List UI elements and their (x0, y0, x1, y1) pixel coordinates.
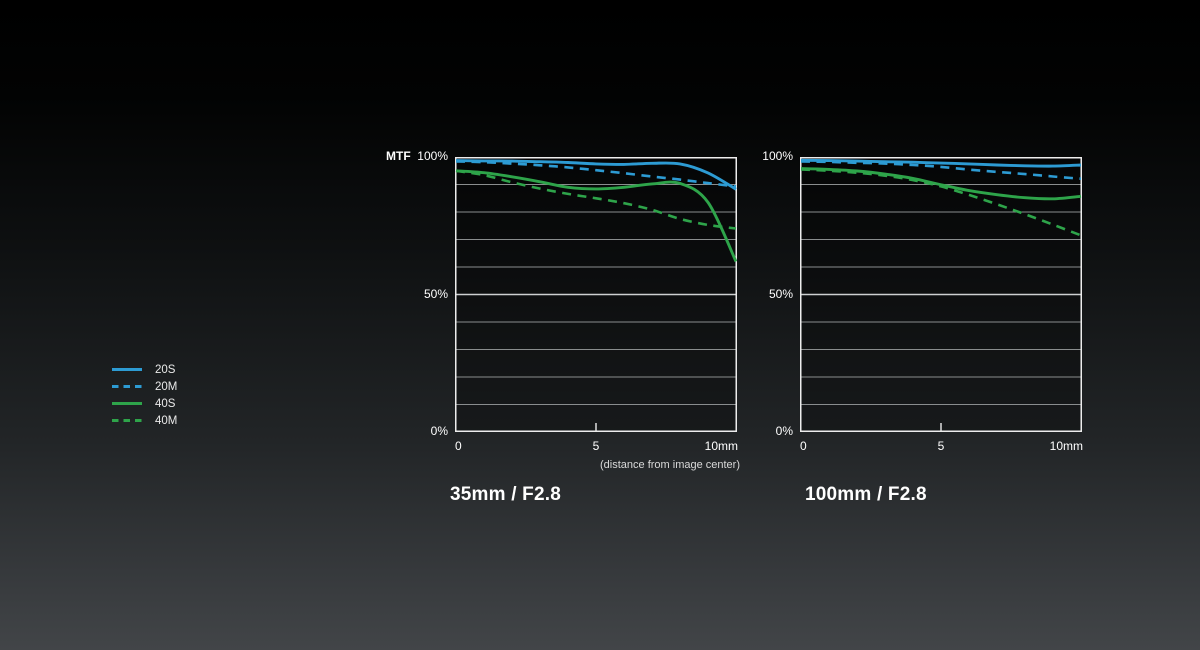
y-tick-100-chart2: 100% (762, 149, 793, 163)
x-axis-note: (distance from image center) (600, 459, 740, 471)
x-tick-0-chart2: 0 (800, 439, 807, 453)
legend-label-20m: 20M (155, 380, 178, 393)
mtf-axis-title: MTF (386, 149, 411, 163)
plot-area-100mm (800, 157, 1082, 432)
legend-line-swatch-40m (112, 419, 142, 422)
x-tick-10mm-chart1: 10mm (704, 439, 738, 453)
y-tick-50-chart2: 50% (768, 287, 793, 301)
x-tick-0-chart1: 0 (455, 439, 462, 453)
y-tick-0-chart1: 0% (430, 424, 448, 438)
curve-20s (800, 158, 1082, 168)
y-tick-0-chart2: 0% (775, 424, 793, 438)
x-tick-5-chart1: 5 (592, 439, 600, 453)
curve-40m (455, 169, 737, 230)
chart-title-35mm: 35mm / F2.8 (450, 484, 561, 505)
legend-line-swatch-20m (112, 385, 142, 388)
mtf-legend: 20S 20M 40S 40M (112, 361, 177, 429)
curve-40s (800, 167, 1082, 201)
curve-20m (800, 160, 1082, 180)
legend-item-20s: 20S (112, 361, 177, 378)
legend-item-40m: 40M (112, 412, 177, 429)
plot-area-35mm (455, 157, 737, 432)
y-tick-100-chart1: 100% (417, 149, 448, 163)
legend-line-swatch-40s (112, 402, 142, 405)
curve-20m (455, 160, 737, 188)
x-tick-5-chart2: 5 (937, 439, 945, 453)
legend-label-40s: 40S (155, 397, 176, 410)
x-tick-10mm-chart2: 10mm (1049, 439, 1083, 453)
legend-label-40m: 40M (155, 414, 178, 427)
y-tick-50-chart1: 50% (423, 287, 448, 301)
curve-20s (455, 159, 737, 191)
legend-label-20s: 20S (155, 363, 176, 376)
legend-item-20m: 20M (112, 378, 177, 395)
curve-40m (800, 168, 1082, 237)
legend-line-swatch-20s (112, 368, 142, 371)
legend-item-40s: 40S (112, 395, 177, 412)
chart-title-100mm: 100mm / F2.8 (805, 484, 927, 505)
curve-40s (455, 169, 737, 263)
